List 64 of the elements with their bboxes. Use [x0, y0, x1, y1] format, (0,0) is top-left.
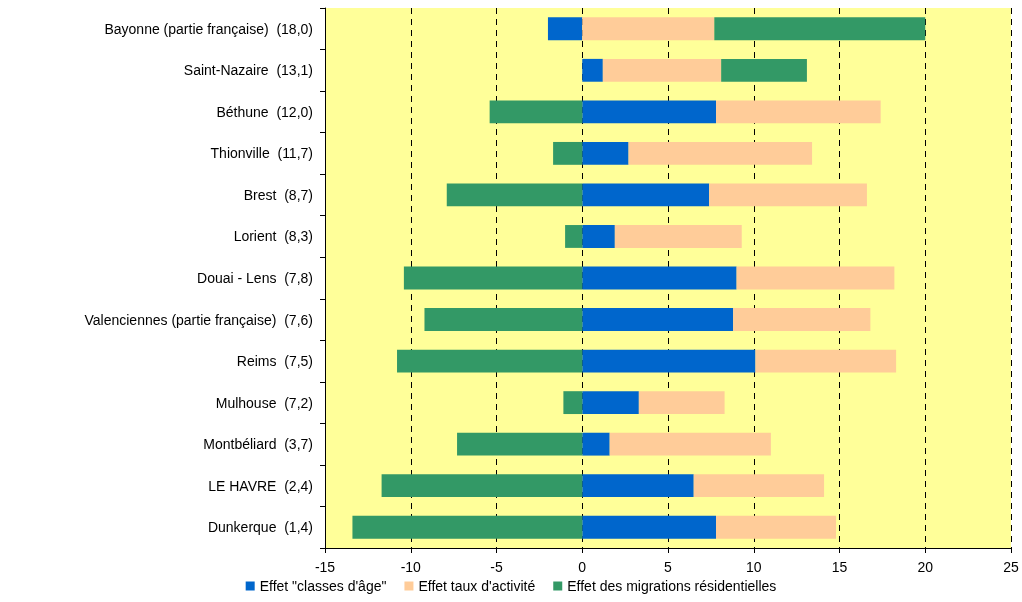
- bar: [582, 225, 615, 248]
- y-tick-label: Douai - Lens (7,8): [197, 270, 313, 286]
- bar: [352, 515, 583, 539]
- bar: [582, 141, 629, 165]
- bar: [582, 17, 715, 41]
- bar: [547, 17, 583, 41]
- y-tick-label: LE HAVRE (2,4): [208, 477, 313, 494]
- y-tick-label: Dunkerque (1,4): [207, 519, 313, 536]
- legend-label: Effet taux d'activité: [418, 578, 536, 594]
- bar: [424, 308, 583, 331]
- bar: [628, 141, 813, 165]
- y-tick-label: Thionville (11,7): [210, 145, 313, 162]
- bar: [553, 141, 583, 165]
- y-tick-label: Lorient (8,3): [233, 228, 313, 245]
- bar: [446, 183, 583, 207]
- x-tick-label: -15: [314, 559, 336, 575]
- y-tick-label: Bayonne (partie française) (18,0): [104, 20, 313, 37]
- bar: [565, 225, 583, 248]
- bar: [709, 183, 867, 207]
- y-tick-label: Saint-Nazaire (13,1): [183, 62, 313, 79]
- bar: [736, 266, 895, 290]
- x-tick-label: 15: [831, 559, 848, 575]
- x-tick-label: 5: [664, 559, 673, 575]
- x-tick-label: -10: [400, 559, 422, 575]
- bar: [733, 308, 871, 331]
- bar: [582, 58, 603, 82]
- y-tick-label: Brest (8,7): [243, 186, 313, 203]
- x-tick-label: 25: [1003, 559, 1019, 575]
- bar: [403, 266, 583, 290]
- y-tick-label: Béthune (12,0): [216, 103, 313, 120]
- bar: [582, 391, 639, 415]
- legend-label: Effet "classes d'âge": [259, 578, 387, 594]
- x-tick-label: 10: [745, 559, 762, 575]
- bar: [638, 391, 725, 415]
- bar: [582, 515, 717, 539]
- legend-label: Effet des migrations résidentielles: [567, 578, 777, 594]
- y-tick-label: Reims (7,5): [236, 353, 313, 370]
- bar: [489, 100, 583, 124]
- x-tick-label: 0: [578, 559, 587, 575]
- bar: [381, 474, 583, 498]
- y-tick-label: Valenciennes (partie française) (7,6): [84, 311, 313, 328]
- bar: [614, 225, 742, 248]
- y-tick-label: Montbéliard (3,7): [203, 436, 313, 453]
- bar: [716, 100, 881, 124]
- bar: [582, 308, 734, 331]
- bar: [582, 349, 756, 373]
- bar: [582, 183, 710, 207]
- bar: [602, 58, 722, 82]
- bar: [582, 432, 610, 456]
- bar: [582, 474, 694, 498]
- bar: [582, 266, 737, 290]
- bar: [721, 58, 807, 82]
- x-tick-label: 20: [917, 559, 934, 575]
- bar: [693, 474, 825, 498]
- bar: [457, 432, 583, 456]
- bar: [714, 17, 926, 41]
- bar: [755, 349, 897, 373]
- y-tick-label: Mulhouse (7,2): [215, 394, 313, 411]
- bar: [563, 391, 583, 415]
- bar: [609, 432, 771, 456]
- x-tick-label: -5: [490, 559, 503, 575]
- bar: [582, 100, 717, 124]
- bar: [716, 515, 837, 539]
- bar: [397, 349, 583, 373]
